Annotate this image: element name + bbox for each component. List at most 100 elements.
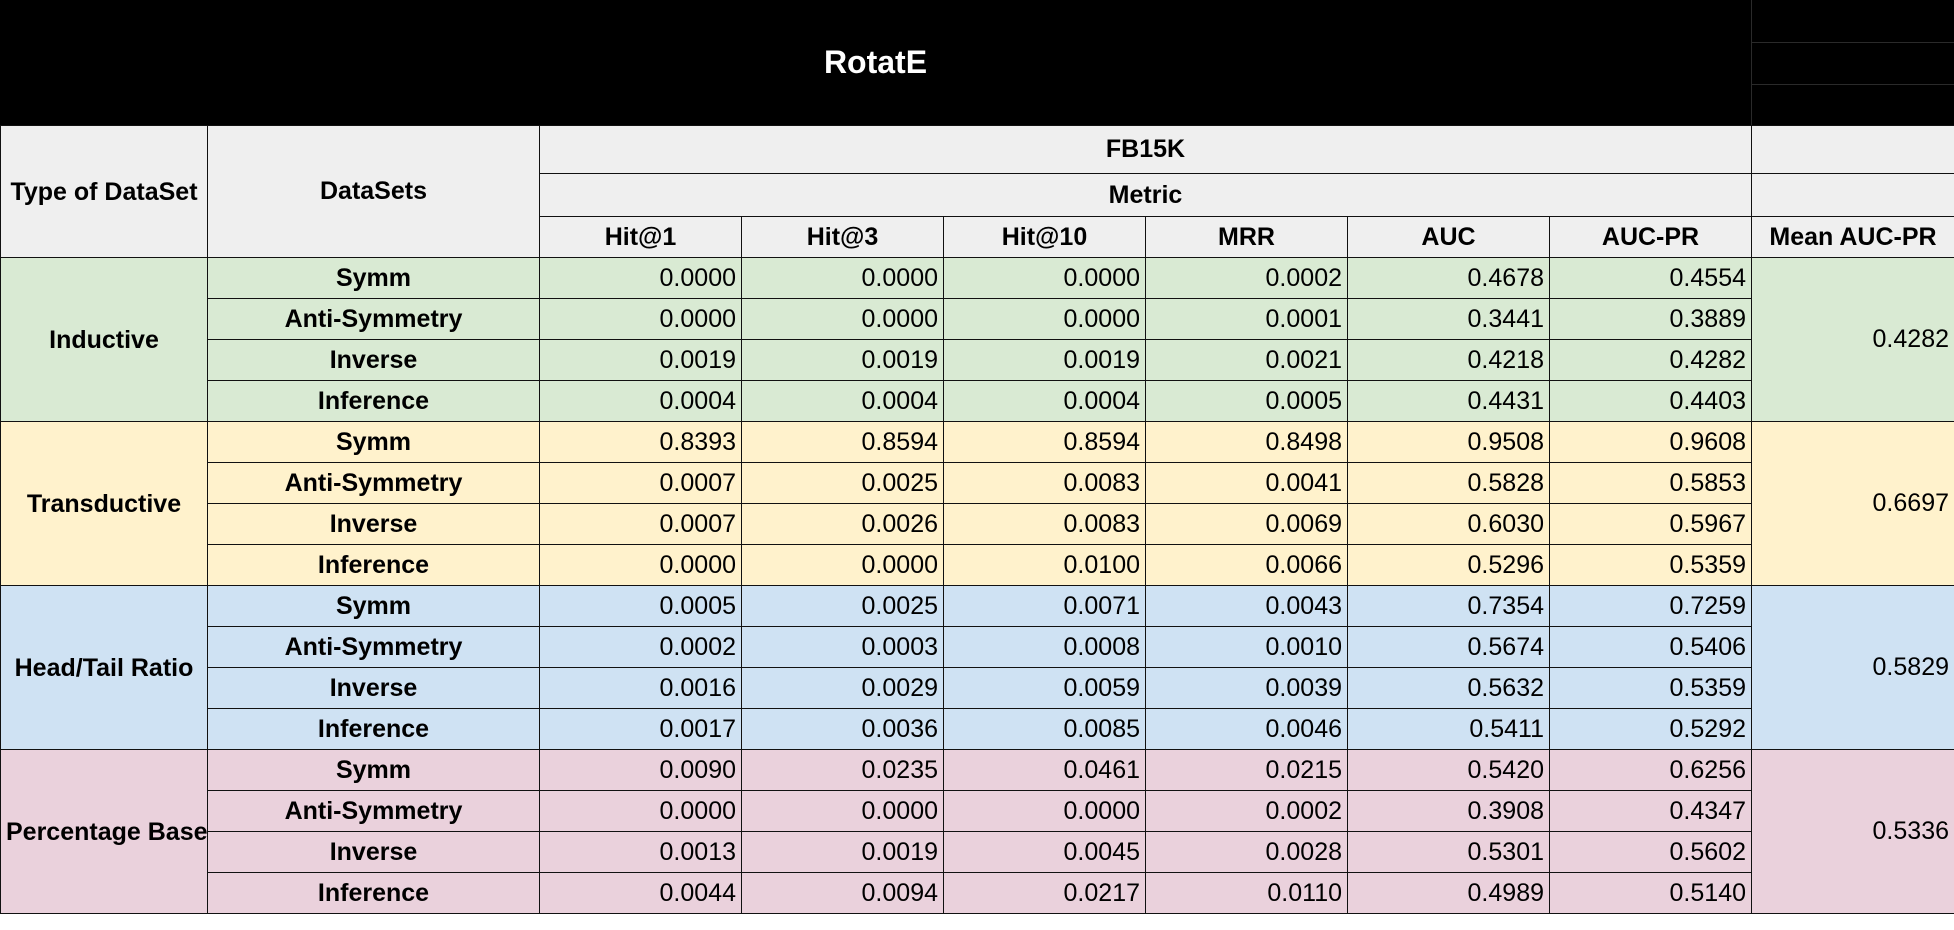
metric-value-cell: 0.8594 xyxy=(943,421,1146,463)
type-of-dataset-header: Type of DataSet xyxy=(0,125,208,258)
metric-value-cell: 0.0013 xyxy=(539,831,742,873)
metric-value-cell: 0.0215 xyxy=(1145,749,1348,791)
dataset-name-cell: Inverse xyxy=(207,831,540,873)
dataset-name-cell: Anti-Symmetry xyxy=(207,790,540,832)
metric-value-cell: 0.0004 xyxy=(943,380,1146,422)
title-cell-divider xyxy=(1751,0,1752,125)
dataset-name-cell: Anti-Symmetry xyxy=(207,298,540,340)
metric-value-cell: 0.0110 xyxy=(1145,872,1348,914)
dataset-name-cell: Anti-Symmetry xyxy=(207,462,540,504)
dataset-name-cell: Inverse xyxy=(207,339,540,381)
dataset-name-cell: Inverse xyxy=(207,503,540,545)
metric-value-cell: 0.0008 xyxy=(943,626,1146,668)
metric-value-cell: 0.0461 xyxy=(943,749,1146,791)
dataset-name-cell: Inference xyxy=(207,380,540,422)
metric-value-cell: 0.5853 xyxy=(1549,462,1752,504)
metric-value-cell: 0.0000 xyxy=(539,298,742,340)
table-row: Inference 0.0000 0.0000 0.0100 0.0066 0.5296 0… xyxy=(0,544,1954,586)
empty-header-cell xyxy=(1751,173,1954,217)
metric-value-cell: 0.5359 xyxy=(1549,667,1752,709)
metric-value-cell: 0.6256 xyxy=(1549,749,1752,791)
metric-value-cell: 0.0000 xyxy=(741,257,944,299)
metric-value-cell: 0.0025 xyxy=(741,585,944,627)
metric-value-cell: 0.0000 xyxy=(741,544,944,586)
dataset-name-header: FB15K xyxy=(539,125,1752,174)
dataset-name-cell: Symm xyxy=(207,585,540,627)
metric-value-cell: 0.4678 xyxy=(1347,257,1550,299)
dataset-name-cell: Inference xyxy=(207,544,540,586)
mean-auc-pr-cell: 0.6697 xyxy=(1751,421,1954,586)
metric-value-cell: 0.0005 xyxy=(1145,380,1348,422)
metric-value-cell: 0.0044 xyxy=(539,872,742,914)
table-row: Inverse 0.0013 0.0019 0.0045 0.0028 0.5301 0.5… xyxy=(0,831,1954,873)
metric-value-cell: 0.0094 xyxy=(741,872,944,914)
column-header: Hit@10 xyxy=(943,216,1146,258)
metric-value-cell: 0.7354 xyxy=(1347,585,1550,627)
table-row: Inference 0.0044 0.0094 0.0217 0.0110 0.4989 0… xyxy=(0,872,1954,914)
metric-value-cell: 0.0000 xyxy=(741,298,944,340)
metric-value-cell: 0.4431 xyxy=(1347,380,1550,422)
table-row: Head/Tail Ratio Symm 0.0005 0.0025 0.0071 0.0… xyxy=(0,585,1954,750)
metric-value-cell: 0.4554 xyxy=(1549,257,1752,299)
dataset-name-cell: Inverse xyxy=(207,667,540,709)
metric-header: Metric xyxy=(539,173,1752,217)
metric-value-cell: 0.0000 xyxy=(741,790,944,832)
metric-value-cell: 0.0000 xyxy=(943,298,1146,340)
metric-value-cell: 0.6030 xyxy=(1347,503,1550,545)
metric-value-cell: 0.5674 xyxy=(1347,626,1550,668)
metric-value-cell: 0.0041 xyxy=(1145,462,1348,504)
metric-value-cell: 0.0019 xyxy=(539,339,742,381)
column-header: AUC xyxy=(1347,216,1550,258)
metric-value-cell: 0.0000 xyxy=(943,257,1146,299)
metric-value-cell: 0.0235 xyxy=(741,749,944,791)
metric-value-cell: 0.0000 xyxy=(539,544,742,586)
metric-value-cell: 0.5301 xyxy=(1347,831,1550,873)
metric-value-cell: 0.0071 xyxy=(943,585,1146,627)
dataset-name-cell: Inference xyxy=(207,708,540,750)
dataset-name-cell: Symm xyxy=(207,257,540,299)
metric-value-cell: 0.0001 xyxy=(1145,298,1348,340)
table-row: Inductive Symm 0.0000 0.0000 0.0000 0.0002 0.4… xyxy=(0,257,1954,422)
metric-value-cell: 0.0026 xyxy=(741,503,944,545)
metric-value-cell: 0.0066 xyxy=(1145,544,1348,586)
table-row: Inference 0.0004 0.0004 0.0004 0.0005 0.4431 0… xyxy=(0,380,1954,422)
metric-value-cell: 0.4989 xyxy=(1347,872,1550,914)
metric-value-cell: 0.0100 xyxy=(943,544,1146,586)
metric-value-cell: 0.4282 xyxy=(1549,339,1752,381)
metric-value-cell: 0.5411 xyxy=(1347,708,1550,750)
dataset-name-cell: Symm xyxy=(207,749,540,791)
dataset-name-cell: Symm xyxy=(207,421,540,463)
empty-header-cell xyxy=(1751,125,1954,174)
metric-value-cell: 0.0083 xyxy=(943,462,1146,504)
metric-value-cell: 0.0017 xyxy=(539,708,742,750)
metric-value-cell: 0.0007 xyxy=(539,462,742,504)
metric-value-cell: 0.4218 xyxy=(1347,339,1550,381)
metric-value-cell: 0.5632 xyxy=(1347,667,1550,709)
metric-value-cell: 0.9608 xyxy=(1549,421,1752,463)
table-body: Inductive Symm 0.0000 0.0000 0.0000 0.0002 0.4… xyxy=(0,257,1954,914)
metric-value-cell: 0.7259 xyxy=(1549,585,1752,627)
metric-value-cell: 0.5292 xyxy=(1549,708,1752,750)
metric-value-cell: 0.0028 xyxy=(1145,831,1348,873)
metric-value-cell: 0.9508 xyxy=(1347,421,1550,463)
mean-auc-pr-cell: 0.4282 xyxy=(1751,257,1954,422)
metric-value-cell: 0.0039 xyxy=(1145,667,1348,709)
metric-value-cell: 0.0002 xyxy=(1145,257,1348,299)
metric-value-cell: 0.8393 xyxy=(539,421,742,463)
metric-value-cell: 0.0004 xyxy=(741,380,944,422)
metric-value-cell: 0.5406 xyxy=(1549,626,1752,668)
table-row: Transductive Symm 0.8393 0.8594 0.8594 0.8498… xyxy=(0,421,1954,586)
metric-value-cell: 0.0046 xyxy=(1145,708,1348,750)
metric-value-cell: 0.0002 xyxy=(1145,790,1348,832)
metric-value-cell: 0.0059 xyxy=(943,667,1146,709)
metric-value-cell: 0.0029 xyxy=(741,667,944,709)
metric-value-cell: 0.0083 xyxy=(943,503,1146,545)
title-cell-divider xyxy=(1751,42,1954,43)
table-row: Anti-Symmetry 0.0007 0.0025 0.0083 0.0041 0.5… xyxy=(0,462,1954,504)
metric-value-cell: 0.0019 xyxy=(741,831,944,873)
table-row: Anti-Symmetry 0.0002 0.0003 0.0008 0.0010 0.5… xyxy=(0,626,1954,668)
metric-value-cell: 0.0016 xyxy=(539,667,742,709)
title-cell-divider xyxy=(1751,84,1954,85)
metric-value-cell: 0.5602 xyxy=(1549,831,1752,873)
